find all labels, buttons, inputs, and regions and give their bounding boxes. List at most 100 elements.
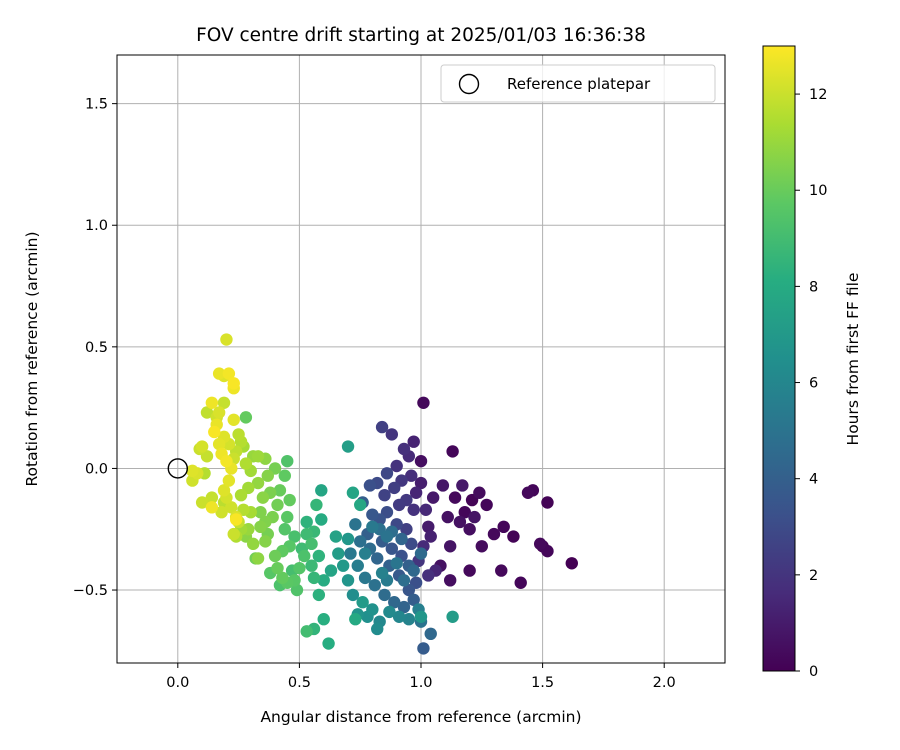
scatter-point <box>407 593 420 606</box>
scatter-point <box>278 469 292 482</box>
chart-title: FOV centre drift starting at 2025/01/03 … <box>196 25 646 46</box>
legend: Reference platepar <box>440 64 716 103</box>
scatter-point <box>419 503 433 516</box>
scatter-point <box>417 396 430 409</box>
scatter-point <box>443 574 457 587</box>
scatter-point <box>541 496 554 509</box>
scatter-point <box>220 454 233 468</box>
scatter-point <box>305 537 318 551</box>
scatter-point <box>208 425 221 439</box>
colorbar-tick-label: 2 <box>809 568 818 584</box>
scatter-point <box>239 457 253 470</box>
scatter-point <box>473 486 486 499</box>
scatter-point <box>322 637 335 650</box>
scatter-point <box>344 547 357 560</box>
scatter-point <box>414 476 428 490</box>
legend-open-circle-marker <box>458 73 480 95</box>
scatter-point <box>371 552 384 565</box>
scatter-point <box>354 498 367 512</box>
scatter-point <box>300 625 313 638</box>
scatter-point <box>358 571 372 585</box>
scatter-point <box>388 481 401 495</box>
scatter-point <box>276 571 289 585</box>
scatter-point <box>463 523 476 536</box>
scatter-point <box>341 440 355 453</box>
scatter-point <box>397 600 411 614</box>
scatter-point <box>246 537 260 551</box>
scatter-point <box>378 488 391 502</box>
scatter-point <box>375 420 389 434</box>
scatter-point <box>409 486 423 499</box>
legend-box <box>440 64 716 103</box>
scatter-point <box>392 498 406 512</box>
scatter-point <box>368 578 381 592</box>
scatter-point <box>436 479 450 492</box>
scatter-point <box>341 574 355 587</box>
scatter-point <box>310 498 323 512</box>
scatter-point <box>227 413 240 426</box>
reference-platepar-group <box>167 458 189 479</box>
scatter-point <box>212 367 226 380</box>
grid <box>117 55 725 663</box>
scatter-point <box>458 506 471 519</box>
scatter-point <box>215 506 228 519</box>
scatter-point <box>414 547 428 560</box>
x-tick-label: 0.5 <box>288 675 311 691</box>
scatter-point <box>354 535 367 548</box>
scatter-point <box>336 559 350 572</box>
y-axis-label: Rotation from reference (arcmin) <box>23 231 41 486</box>
legend-entry-reference-platepar: Reference platepar <box>507 75 651 93</box>
scatter-point <box>239 411 253 424</box>
scatter-point <box>195 496 209 509</box>
scatter-point <box>259 535 272 548</box>
scatter-point <box>256 491 270 504</box>
scatter-point <box>341 532 355 546</box>
scatter-point <box>229 513 243 526</box>
scatter-point <box>195 440 209 453</box>
scatter-point <box>385 542 399 555</box>
y-axis-ticks: −0.5 0.0 0.5 1.0 1.5 <box>73 97 117 599</box>
scatter-point <box>507 530 520 543</box>
scatter-point <box>356 596 369 609</box>
scatter-point <box>278 523 292 536</box>
scatter-point <box>317 574 330 587</box>
scatter-point <box>351 559 364 572</box>
scatter-point <box>220 333 233 346</box>
x-tick-label: 2.0 <box>653 675 676 691</box>
scatter-point <box>205 501 219 514</box>
scatter-point <box>317 613 330 626</box>
y-tick-label: 0.5 <box>85 340 108 356</box>
scatter-point <box>453 515 467 529</box>
scatter-points <box>186 333 578 655</box>
scatter-point <box>497 520 510 534</box>
scatter-point <box>346 588 360 602</box>
scatter-point <box>305 559 318 572</box>
scatter-point <box>463 564 476 577</box>
scatter-point <box>456 479 469 492</box>
scatter-point <box>300 515 313 529</box>
scatter-point <box>254 506 267 519</box>
colorbar-tick-label: 4 <box>809 472 818 488</box>
scatter-point <box>390 459 403 473</box>
scatter-point <box>366 603 379 616</box>
x-tick-label: 1.0 <box>409 675 432 691</box>
scatter-point <box>383 605 396 619</box>
y-tick-label: −0.5 <box>73 583 108 599</box>
x-axis-label: Angular distance from reference (arcmin) <box>260 708 581 726</box>
y-tick-label: 0.0 <box>85 461 108 477</box>
scatter-point <box>300 527 313 541</box>
scatter-point <box>407 503 420 516</box>
scatter-point <box>186 464 199 478</box>
scatter-point <box>227 527 240 541</box>
scatter-point <box>366 508 379 521</box>
scatter-point <box>448 491 462 504</box>
scatter-point <box>283 493 296 507</box>
scatter-point <box>475 540 488 553</box>
scatter-point <box>363 479 377 492</box>
scatter-point <box>212 406 226 419</box>
scatter-point <box>273 484 287 497</box>
scatter-point <box>422 520 435 534</box>
scatter-point <box>315 484 328 497</box>
scatter-point <box>495 564 508 577</box>
